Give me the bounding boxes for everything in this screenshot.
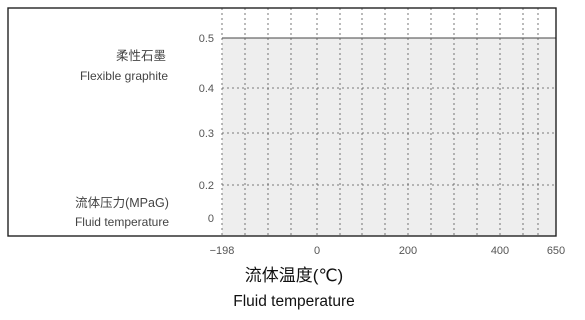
x-tick-label: 400 [491,245,509,257]
x-axis-label-cn: 流体温度(℃) [245,266,343,285]
y-tick-label: 0.3 [199,128,214,140]
operating-region [222,38,556,236]
y-tick-label: 0.5 [199,33,214,45]
y-tick-labels: 0 0.2 0.3 0.4 0.5 [199,33,214,225]
y-axis-label-en: Fluid temperature [75,215,169,229]
chart-frame [7,7,557,237]
x-tick-label: 200 [399,245,417,257]
x-tick-label: −198 [210,245,235,257]
y-axis-label-cn: 流体压力(MPaG) [75,196,169,210]
y-tick-label: 0.2 [199,180,214,192]
series-label-en: Flexible graphite [80,69,168,83]
x-tick-labels: −198 0 200 400 650 [210,245,566,257]
x-axis-label-en: Fluid temperature [233,293,354,310]
y-tick-label: 0 [208,213,214,225]
y-tick-label: 0.4 [199,83,214,95]
series-label-cn: 柔性石墨 [116,49,166,63]
x-tick-label: 650 [547,245,565,257]
x-tick-label: 0 [314,245,320,257]
grid-lines-overlay [221,8,556,236]
